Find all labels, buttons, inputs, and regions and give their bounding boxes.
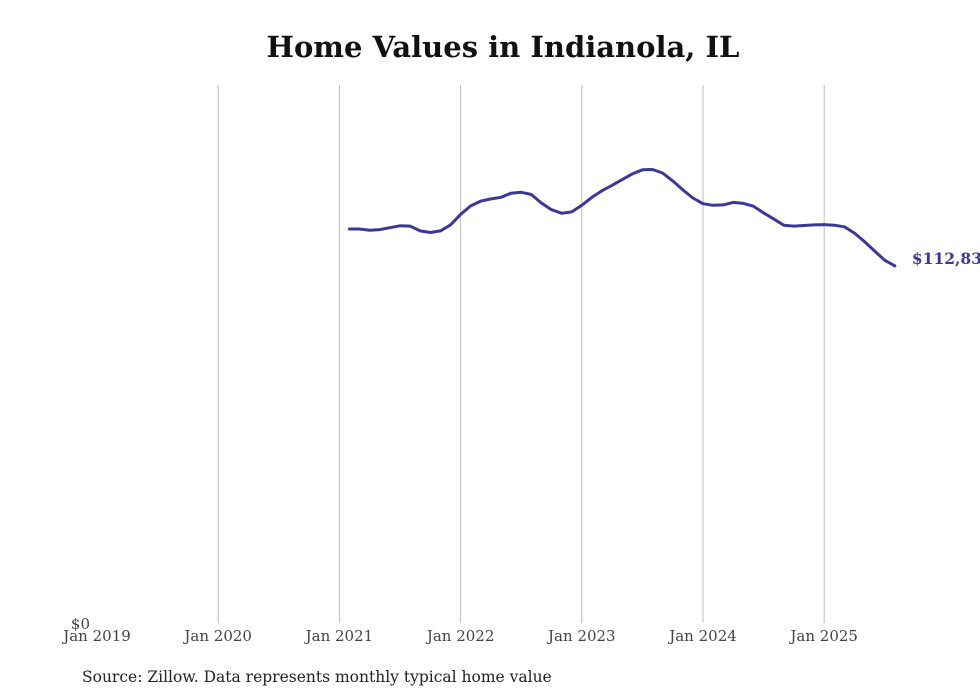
grid-lines [217,85,825,623]
x-axis-tick-labels: Jan 2019 Jan 2020 Jan 2021 Jan 2022 Jan 2023… [61,627,858,645]
series-line [348,168,897,268]
x-tick-label: Jan 2019 [61,627,131,645]
series-layer: $112,834 [348,168,980,268]
y-axis-tick-labels: $0 [71,615,90,633]
x-tick-label: Jan 2023 [546,627,616,645]
x-tick-label: Jan 2022 [425,627,495,645]
x-tick-label: Jan 2025 [788,627,858,645]
chart-title: Home Values in Indianola, IL [266,30,740,64]
source-note: Source: Zillow. Data represents monthly … [82,668,552,686]
x-tick-label: Jan 2021 [304,627,374,645]
end-value-label: $112,834 [912,249,980,268]
y-tick-label: $0 [71,615,90,633]
x-tick-label: Jan 2024 [667,627,737,645]
x-tick-label: Jan 2020 [182,627,252,645]
